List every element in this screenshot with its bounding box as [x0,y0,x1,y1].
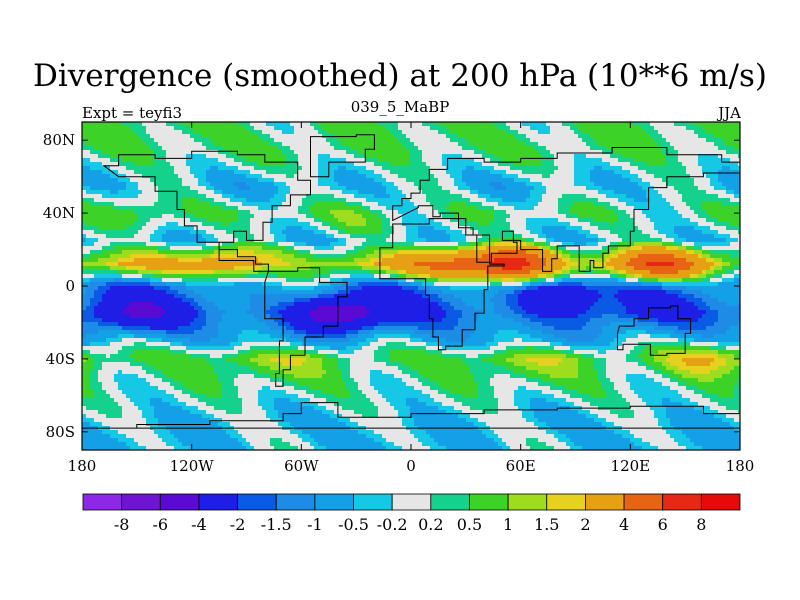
greenland-outline [310,134,375,178]
colorbar-label: 6 [658,515,668,534]
y-tick-label: 0 [65,277,75,295]
experiment-label: Expt = teyfi3 [82,104,183,122]
colorbar-swatch [237,493,277,511]
colorbar-swatch [700,493,741,511]
colorbar-swatch [159,493,200,511]
colorbar: -8 -6 -4 -2 -1.5 -1 -0.5 -0.2 0.2 0.5 1 1.5 2 4 6 8 [82,493,741,534]
x-tick-label: 60E [506,457,536,475]
x-tick-label: 60W [284,457,319,475]
colorbar-swatch [121,493,161,511]
colorbar-label: -2 [230,515,246,534]
colorbar-swatch [546,493,586,511]
run-label: 039_5_MaBP [350,98,450,116]
colorbar-label: 0.2 [418,515,443,534]
colorbar-label: 8 [696,515,706,534]
continent-outlines [82,134,740,429]
colorbar-swatch [391,493,432,511]
colorbar-swatch [623,493,664,511]
north-america-outline [102,150,311,272]
eurasia-outline [392,147,740,272]
colorbar-swatch [353,493,393,511]
colorbar-label: 0.5 [457,515,482,534]
colorbar-label: -8 [114,515,130,534]
map-title: Divergence (smoothed) at 200 hPa (10**6 … [33,58,767,94]
colorbar-swatch [82,493,123,511]
australia-outline [617,305,692,356]
season-label: JJA [718,104,741,122]
x-axis: 180 120W 60W 0 60E 120E 180 [68,122,755,475]
africa-outline [379,218,505,351]
colorbar-swatch [469,493,509,511]
colorbar-swatch [314,493,354,511]
colorbar-label: 1.5 [534,515,559,534]
colorbar-label: -1.5 [261,515,292,534]
x-tick-label: 120W [170,457,215,475]
y-axis: 80N 40N 0 40S 80S [43,131,740,441]
colorbar-label: 4 [619,515,629,534]
divergence-field [82,122,740,450]
colorbar-swatch [275,493,316,511]
colorbar-label: 2 [580,515,590,534]
colorbar-label: -4 [191,515,207,534]
colorbar-swatch [198,493,238,511]
colorbar-label: -1 [307,515,323,534]
y-tick-label: 80S [46,423,75,441]
antarctica-outline [82,402,740,429]
colorbar-swatch [507,493,548,511]
colorbar-label: -6 [152,515,168,534]
colorbar-label: 1 [503,515,513,534]
x-tick-label: 180 [726,457,755,475]
colorbar-swatch [430,493,470,511]
x-tick-label: 120E [611,457,651,475]
y-tick-label: 40N [43,204,75,222]
x-tick-label: 0 [406,457,416,475]
colorbar-label: -0.2 [377,515,408,534]
colorbar-swatch [662,493,702,511]
y-tick-label: 40S [46,350,75,368]
x-tick-label: 180 [68,457,97,475]
colorbar-swatch [585,493,625,511]
colorbar-label: -0.5 [338,515,369,534]
y-tick-label: 80N [43,131,75,149]
south-america-outline [264,267,348,387]
